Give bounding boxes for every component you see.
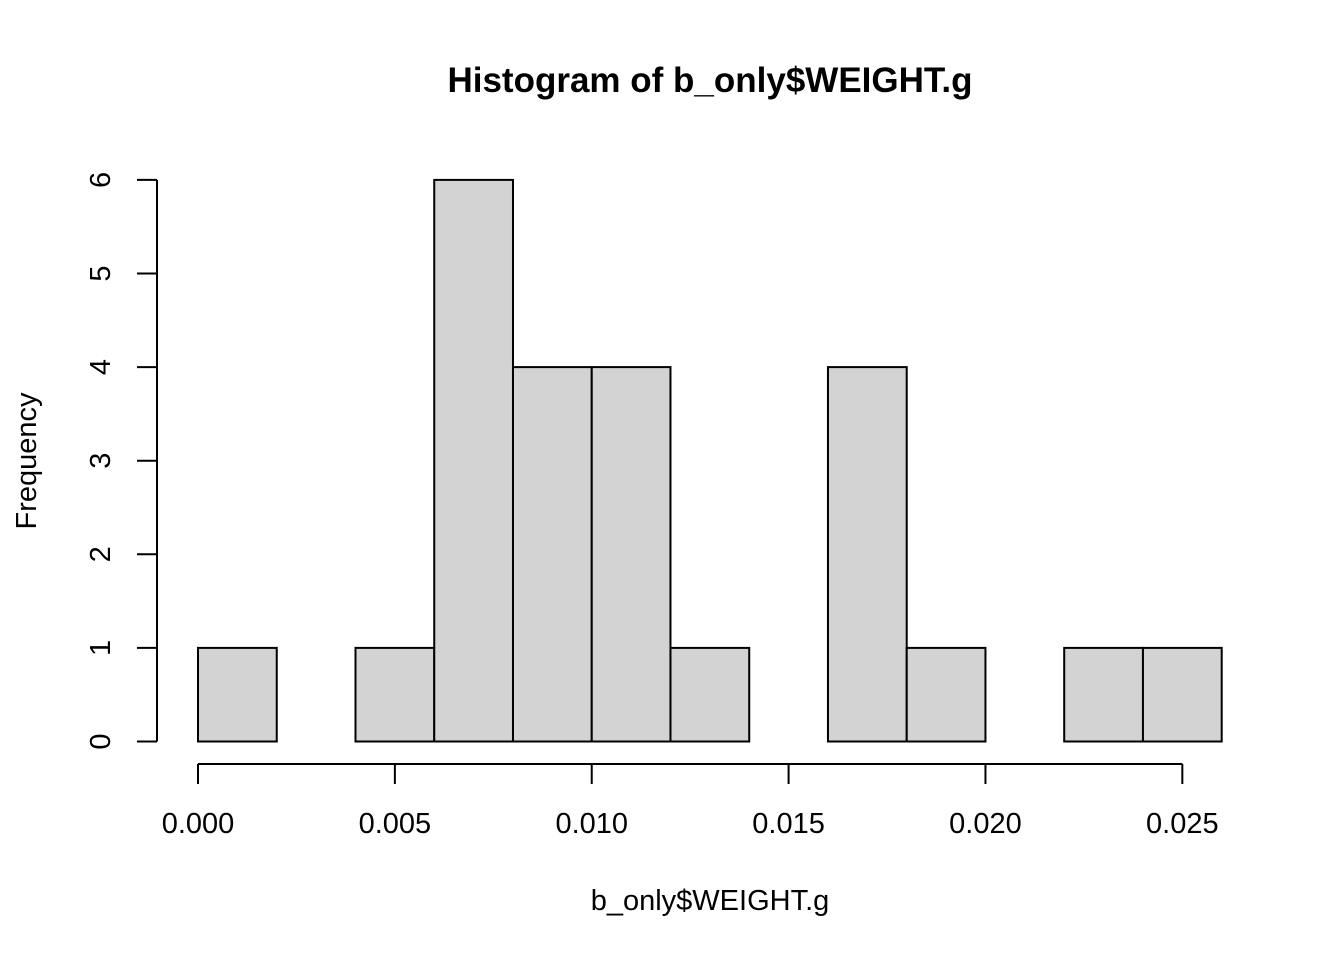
histogram-bar — [433, 178, 514, 743]
x-tick-label: 0.025 — [1146, 808, 1219, 840]
x-tick-label: 0.010 — [555, 808, 628, 840]
histogram-bar — [197, 646, 278, 743]
bars-group — [197, 178, 1223, 743]
y-tick-label: 5 — [85, 265, 117, 281]
y-tick-label: 2 — [85, 546, 117, 562]
x-axis-label: b_only$WEIGHT.g — [591, 885, 830, 917]
y-tick-label: 3 — [85, 453, 117, 469]
x-axis: 0.000 0.005 0.010 0.015 0.020 0.025 — [162, 763, 1219, 840]
y-tick-label: 6 — [85, 172, 117, 188]
histogram-bar — [905, 646, 987, 743]
histogram-bar — [826, 366, 908, 743]
histogram-bar — [590, 366, 672, 743]
x-tick-label: 0.000 — [162, 808, 235, 840]
x-tick-label: 0.015 — [752, 808, 825, 840]
y-tick-label: 4 — [85, 359, 117, 375]
y-tick-label: 1 — [85, 640, 117, 656]
histogram-bar — [354, 646, 436, 743]
y-axis: 0 1 2 3 4 5 6 — [85, 172, 158, 750]
x-tick-label: 0.020 — [949, 808, 1022, 840]
chart-title: Histogram of b_only$WEIGHT.g — [447, 61, 972, 100]
histogram-bar — [669, 646, 751, 743]
x-tick-label: 0.005 — [359, 808, 432, 840]
histogram-bar — [511, 366, 593, 743]
y-tick-label: 0 — [85, 733, 117, 749]
histogram-bar — [1141, 646, 1223, 743]
histogram-bar — [1063, 646, 1144, 743]
y-axis-label: Frequency — [11, 392, 43, 530]
